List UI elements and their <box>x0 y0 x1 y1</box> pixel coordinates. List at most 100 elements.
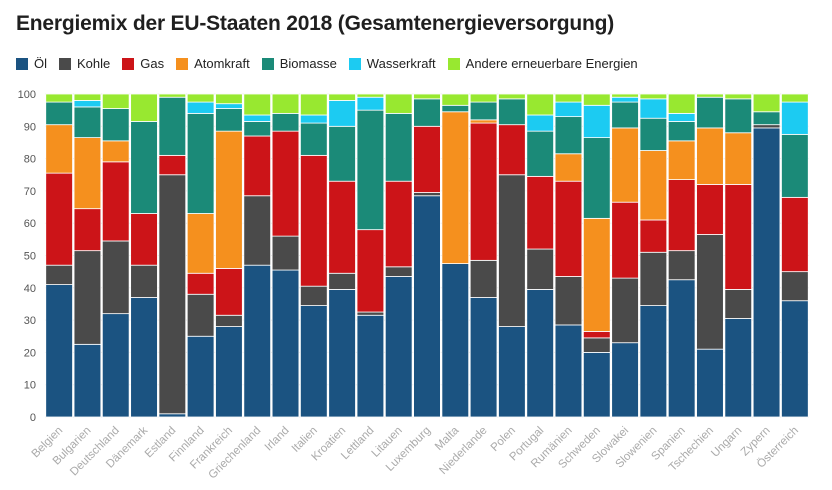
bar-segment <box>554 153 583 182</box>
bar-segment <box>639 305 668 418</box>
bar-segment <box>186 93 215 103</box>
legend-swatch <box>59 57 71 70</box>
bar-segment <box>696 93 724 98</box>
legend-label: Wasserkraft <box>366 56 436 71</box>
bar-segment <box>73 208 102 252</box>
bar-segment <box>526 93 554 116</box>
bar-segment <box>469 101 498 121</box>
bar-segment <box>582 351 611 418</box>
bar-segment <box>101 240 130 315</box>
bar-segment <box>498 124 526 176</box>
chart-title: Energiemix der EU-Staaten 2018 (Gesamten… <box>16 12 615 35</box>
bar-segment <box>300 122 328 156</box>
bar-segment <box>271 235 300 271</box>
bar-segment <box>328 125 356 182</box>
bar-segment <box>45 284 73 418</box>
bar-segment <box>215 130 243 269</box>
legend-swatch <box>176 57 189 70</box>
bar-segment <box>186 112 215 214</box>
bar-segment <box>469 297 498 418</box>
bar-segment <box>101 313 130 418</box>
bar-segment <box>384 180 413 268</box>
bar-segment <box>611 96 639 103</box>
legend-label: Atomkraft <box>194 56 250 71</box>
bar-segment <box>441 93 470 106</box>
bar-segment <box>328 272 356 290</box>
bar-segment <box>611 277 639 344</box>
bar-segment <box>328 100 356 127</box>
bar-segment <box>696 184 724 235</box>
bar-segment <box>73 93 102 101</box>
bar-segment <box>639 93 668 100</box>
bar-segment <box>328 93 356 101</box>
bar-segment <box>667 121 696 142</box>
y-tick-label: 20 <box>24 347 36 359</box>
bar-segment <box>356 93 385 98</box>
bar-segment <box>554 101 583 118</box>
bar-segment <box>554 324 583 418</box>
y-tick-label: 100 <box>18 89 36 101</box>
bar-segment <box>356 314 385 418</box>
bar-segment <box>243 264 272 418</box>
bar-segment <box>243 195 272 266</box>
bar-segment <box>469 122 498 261</box>
bar-segment <box>158 413 187 418</box>
bar-segment <box>667 250 696 281</box>
y-tick-label: 30 <box>24 315 36 327</box>
y-tick-label: 60 <box>24 218 36 230</box>
y-tick-label: 0 <box>30 412 36 424</box>
bar-segment <box>413 195 441 418</box>
bar-segment <box>271 93 300 114</box>
bar-segment <box>667 279 696 418</box>
y-tick-label: 70 <box>24 186 36 198</box>
bar-segment <box>300 93 328 116</box>
legend-swatch <box>122 57 135 70</box>
legend-item: Atomkraft <box>176 56 250 71</box>
bar-segment <box>356 109 385 231</box>
bar-segment <box>158 174 187 415</box>
bar-segment <box>130 121 158 214</box>
bar-segment <box>186 335 215 418</box>
bar-segment <box>384 93 413 114</box>
bar-segment <box>639 251 668 306</box>
legend-swatch <box>16 57 28 70</box>
bar-segment <box>724 98 753 134</box>
bar-segment <box>554 180 583 277</box>
bar-segment <box>73 100 102 108</box>
bar-segment <box>130 264 158 298</box>
bar-segment <box>356 311 385 316</box>
bar-segment <box>781 93 809 103</box>
bar-segment <box>724 184 753 290</box>
bar-segment <box>243 114 272 122</box>
bar-segment <box>611 93 639 98</box>
y-tick-label: 50 <box>24 251 36 263</box>
bar-segment <box>271 130 300 237</box>
bar-segment <box>469 93 498 103</box>
bar-segment <box>186 272 215 295</box>
bar-segment <box>582 137 611 219</box>
bar-segment <box>130 93 158 122</box>
bar-segment <box>498 93 526 100</box>
bar-segment <box>243 135 272 197</box>
bar-segment <box>667 179 696 252</box>
legend-swatch <box>261 57 274 70</box>
legend-item: Öl <box>16 56 47 71</box>
bar-segment <box>73 250 102 345</box>
bar-segment <box>101 93 130 109</box>
bar-segment <box>73 137 102 210</box>
legend-item: Wasserkraft <box>348 56 436 71</box>
bar-segment <box>441 111 470 264</box>
bar-segment <box>611 127 639 203</box>
bar-segment <box>696 348 724 418</box>
legend-item: Gas <box>122 56 164 71</box>
bar-segment <box>45 93 73 103</box>
bar-segment <box>554 116 583 155</box>
bar-segment <box>582 217 611 332</box>
bar-segment <box>526 248 554 290</box>
bar-segment <box>498 326 526 418</box>
bar-segment <box>101 108 130 142</box>
bar-segment <box>384 266 413 277</box>
bar-segment <box>781 300 809 418</box>
x-tick-label: Irland <box>263 425 292 454</box>
